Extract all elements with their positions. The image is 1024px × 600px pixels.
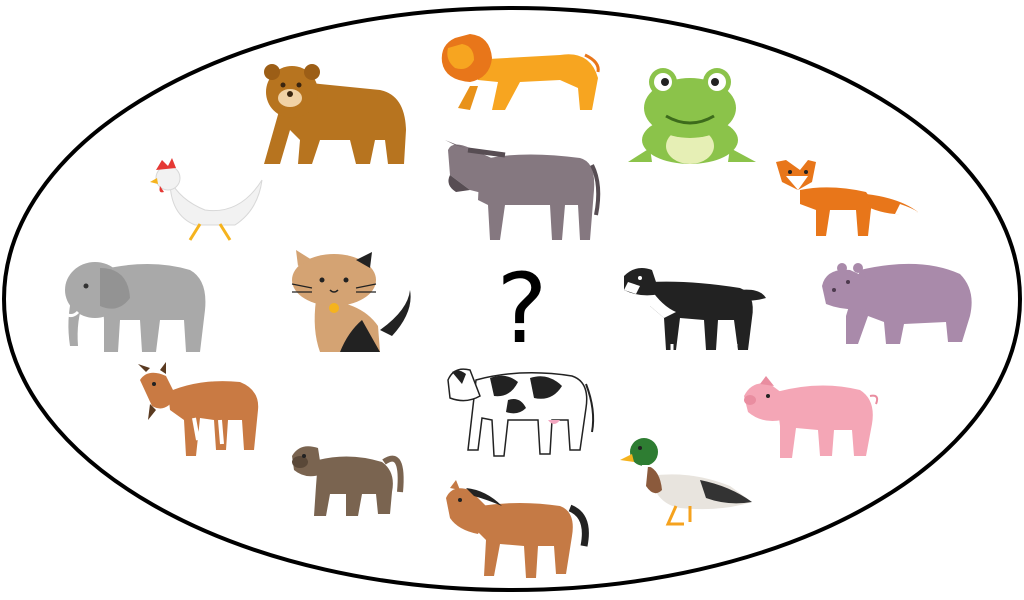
monkey-icon — [292, 446, 404, 516]
cat-icon — [291, 250, 411, 352]
bear-icon — [264, 64, 406, 164]
hippo-icon — [822, 263, 972, 344]
lion-icon — [441, 34, 600, 110]
goat-icon — [138, 362, 259, 456]
fox-icon — [776, 160, 918, 236]
dog-icon — [624, 268, 766, 350]
chicken-icon — [150, 158, 263, 241]
horse-icon — [446, 480, 589, 578]
frog-icon — [628, 68, 756, 164]
pig-icon — [744, 376, 879, 458]
question-mark: ? — [497, 253, 548, 365]
donkey-icon — [445, 140, 601, 240]
duck-icon — [620, 438, 752, 526]
cow-icon — [447, 368, 595, 457]
ellipse-frame — [2, 6, 1022, 592]
elephant-icon — [65, 262, 206, 352]
